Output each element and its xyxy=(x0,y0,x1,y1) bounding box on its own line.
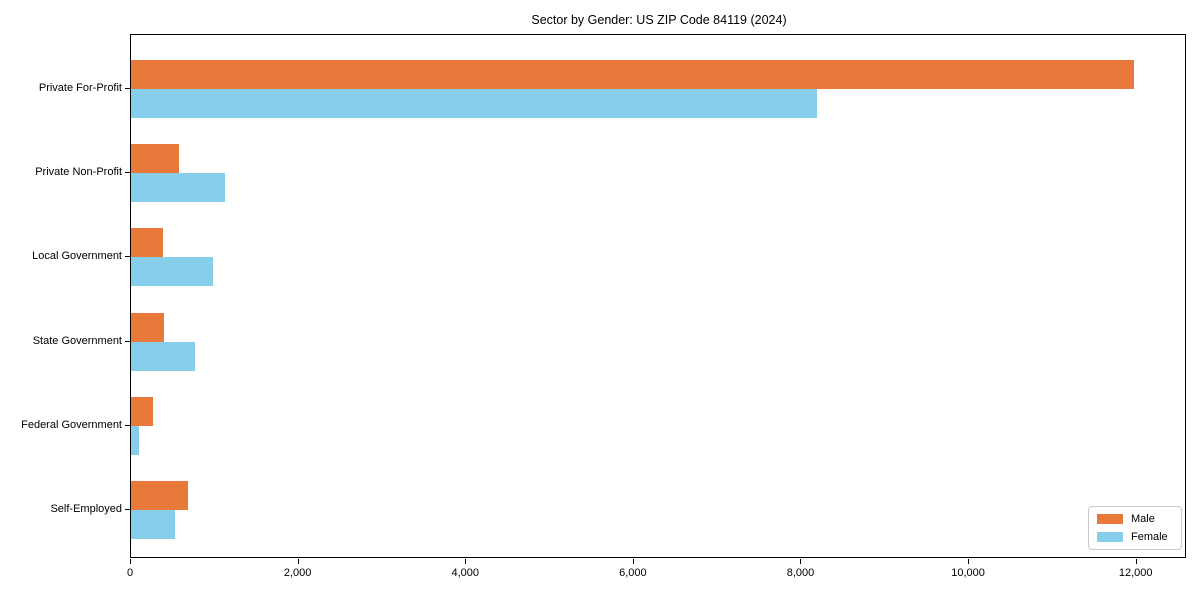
x-tick-label: 12,000 xyxy=(1118,567,1153,579)
bar-female-3 xyxy=(131,341,195,371)
x-tick-mark xyxy=(297,559,299,564)
bar-female-4 xyxy=(131,425,139,455)
bar-male-2 xyxy=(131,228,163,258)
legend-swatch-female xyxy=(1097,532,1123,542)
bar-male-1 xyxy=(131,144,179,174)
legend: Male Female xyxy=(1088,506,1182,550)
y-tick-label-5: Self-Employed xyxy=(50,503,122,515)
x-tick-label: 6,000 xyxy=(619,567,647,579)
bar-male-5 xyxy=(131,481,188,510)
x-tick-mark xyxy=(800,559,802,564)
x-tick-mark xyxy=(632,559,634,564)
plot-area xyxy=(130,34,1186,558)
x-tick-mark xyxy=(968,559,970,564)
bar-female-2 xyxy=(131,257,213,287)
legend-item-female: Female xyxy=(1097,531,1173,543)
legend-label-female: Female xyxy=(1131,531,1168,543)
bar-male-0 xyxy=(131,60,1134,89)
chart-title: Sector by Gender: US ZIP Code 84119 (202… xyxy=(531,13,787,27)
x-tick-mark xyxy=(130,559,131,564)
y-tick-label-3: State Government xyxy=(32,334,122,347)
legend-item-male: Male xyxy=(1097,513,1173,525)
y-tick-label-1: Private Non-Profit xyxy=(35,166,122,179)
x-tick-label: 0 xyxy=(126,567,134,579)
bar-male-4 xyxy=(131,396,153,426)
legend-swatch-male xyxy=(1097,514,1123,524)
y-tick-mark xyxy=(125,509,130,510)
x-tick-mark xyxy=(1135,559,1137,564)
y-tick-label-4: Federal Government xyxy=(21,418,122,431)
x-tick-label: 8,000 xyxy=(786,567,815,579)
legend-label-male: Male xyxy=(1131,513,1155,525)
y-tick-mark xyxy=(125,340,130,342)
y-tick-mark xyxy=(125,256,130,258)
bar-female-5 xyxy=(131,510,175,539)
x-tick-label: 10,000 xyxy=(951,567,985,579)
y-tick-label-2: Local Government xyxy=(32,250,122,263)
bar-female-1 xyxy=(131,173,225,203)
bar-female-0 xyxy=(131,89,817,118)
y-tick-mark xyxy=(125,172,130,174)
y-tick-mark xyxy=(125,88,130,89)
y-tick-label-0: Private For-Profit xyxy=(38,82,122,94)
bar-male-3 xyxy=(131,312,164,342)
y-tick-mark xyxy=(125,424,130,426)
x-tick-label: 4,000 xyxy=(451,567,479,579)
x-tick-label: 2,000 xyxy=(283,567,312,579)
x-tick-mark xyxy=(465,559,467,564)
